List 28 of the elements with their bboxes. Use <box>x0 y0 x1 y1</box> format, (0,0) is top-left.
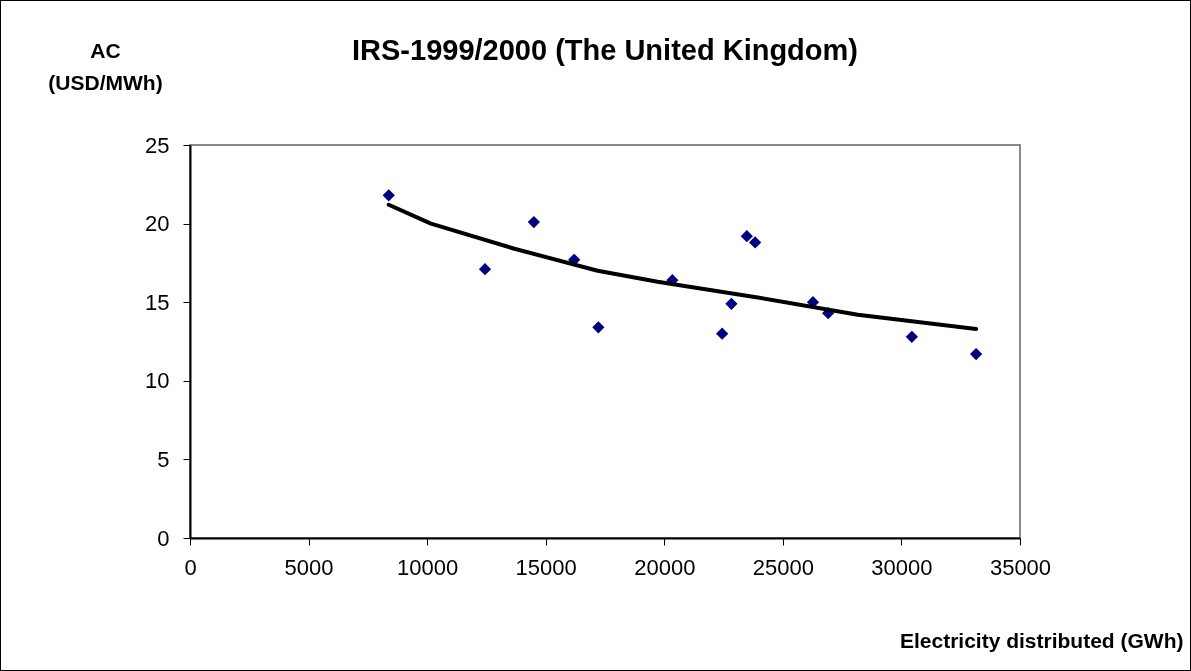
point <box>725 297 738 310</box>
point <box>905 330 918 343</box>
y-tick-label: 20 <box>145 211 170 237</box>
point <box>970 347 983 361</box>
y-axis-title: AC (USD/MWh) <box>48 38 163 94</box>
x-tick-label: 35000 <box>989 554 1052 580</box>
point <box>740 230 753 243</box>
y-tick-label: 0 <box>157 525 170 551</box>
y-tick-label: 5 <box>157 446 170 472</box>
y-tick-label: 10 <box>145 368 170 394</box>
x-tick-label: 20000 <box>634 554 696 580</box>
chart-title: IRS-1999/2000 (The United Kingdom) <box>352 34 858 66</box>
point <box>592 321 605 334</box>
x-tick-label: 5000 <box>284 554 334 580</box>
point <box>478 263 492 276</box>
point <box>716 327 729 340</box>
point <box>382 189 395 202</box>
x-tick-label: 30000 <box>871 554 933 580</box>
x-tick-label: 15000 <box>515 554 577 580</box>
y-tick-label: 25 <box>145 132 170 158</box>
line-series <box>386 202 979 331</box>
point <box>748 236 762 249</box>
x-tick-label: 0 <box>184 554 197 580</box>
x-tick-label: 25000 <box>752 554 814 580</box>
x-tick-label: 10000 <box>397 554 459 580</box>
y-tick-label: 15 <box>145 289 170 315</box>
point <box>527 215 540 229</box>
x-axis-title: Electricity distributed (GWh) <box>899 628 1184 652</box>
